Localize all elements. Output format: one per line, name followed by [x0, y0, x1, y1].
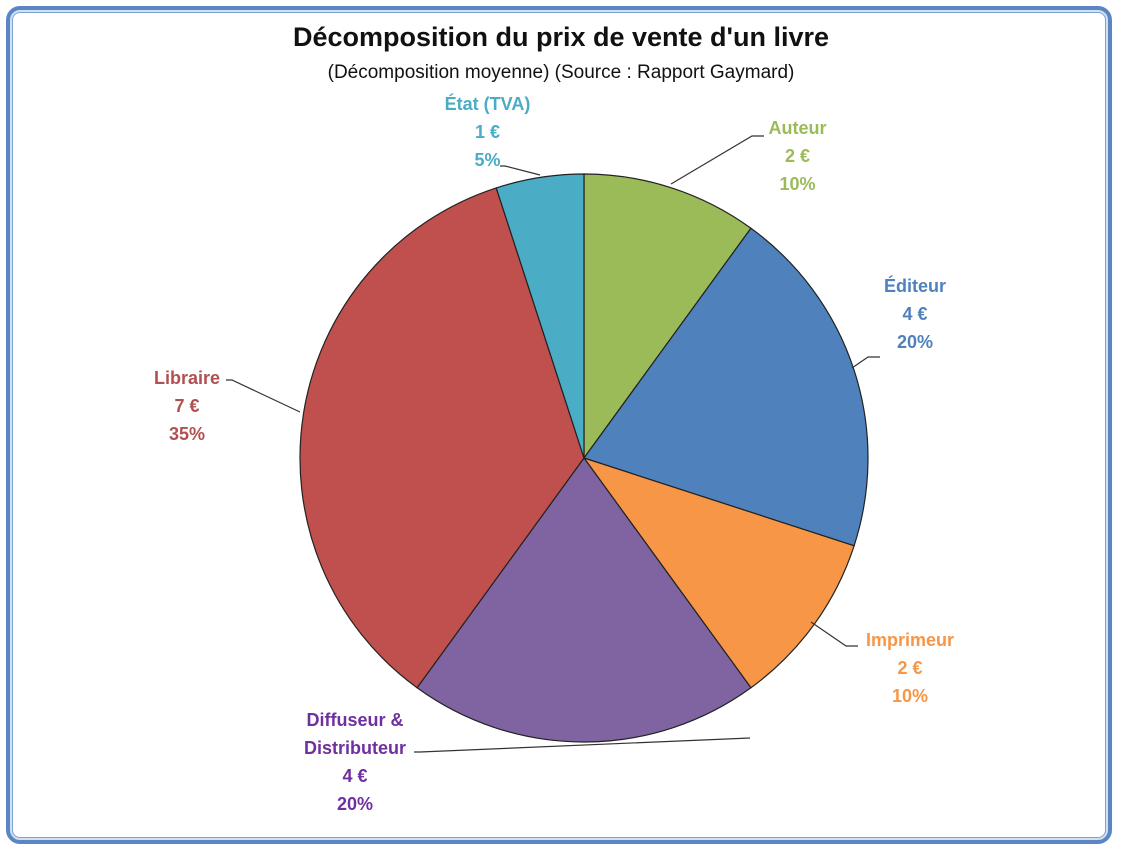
label-auteur-value: 2 € — [784, 146, 811, 166]
pie-slice-diffuseur — [416, 456, 752, 743]
label-editeur-name: Éditeur — [883, 276, 946, 296]
pie-slice-imprimeur — [582, 456, 855, 689]
label-imprimeur-value: 2 € — [897, 658, 923, 678]
label-auteur-pct: 10% — [779, 174, 816, 194]
label-imprimeur: Imprimeur 2 € 10% — [850, 626, 970, 710]
label-libraire-pct: 35% — [168, 424, 206, 444]
label-imprimeur-pct: 10% — [891, 686, 929, 706]
label-auteur: Auteur 2 € 10% — [740, 114, 855, 198]
label-diffuseur: Diffuseur & Distributeur 4 € 20% — [285, 706, 425, 818]
pie-slice-editeur — [583, 227, 869, 547]
label-diffuseur-value: 4 € — [342, 766, 368, 786]
chart-title: Décomposition du prix de vente d'un livr… — [292, 22, 829, 52]
label-auteur-name: Auteur — [768, 118, 827, 138]
label-libraire-name: Libraire — [153, 368, 221, 388]
label-editeur-pct: 20% — [896, 332, 934, 352]
label-etat-value: 1 € — [474, 122, 501, 142]
label-editeur-value: 4 € — [902, 304, 928, 324]
label-etat-pct: 5% — [474, 150, 501, 170]
label-etat: État (TVA) 1 € 5% — [425, 90, 550, 174]
pie-slice-etat — [495, 173, 585, 459]
label-diffuseur-name2: Distributeur — [303, 738, 406, 758]
chart-subtitle: (Décomposition moyenne) (Source : Rappor… — [327, 62, 795, 83]
pie-slice-libraire — [299, 187, 585, 689]
label-libraire: Libraire 7 € 35% — [137, 364, 237, 448]
label-diffuseur-name1: Diffuseur & — [306, 710, 404, 730]
label-libraire-value: 7 € — [174, 396, 200, 416]
label-imprimeur-name: Imprimeur — [865, 630, 955, 650]
label-diffuseur-pct: 20% — [336, 794, 374, 814]
label-editeur: Éditeur 4 € 20% — [855, 272, 975, 356]
label-etat-name: État (TVA) — [444, 94, 531, 114]
leader-lines — [226, 135, 880, 753]
pie-slice-auteur — [583, 173, 752, 460]
